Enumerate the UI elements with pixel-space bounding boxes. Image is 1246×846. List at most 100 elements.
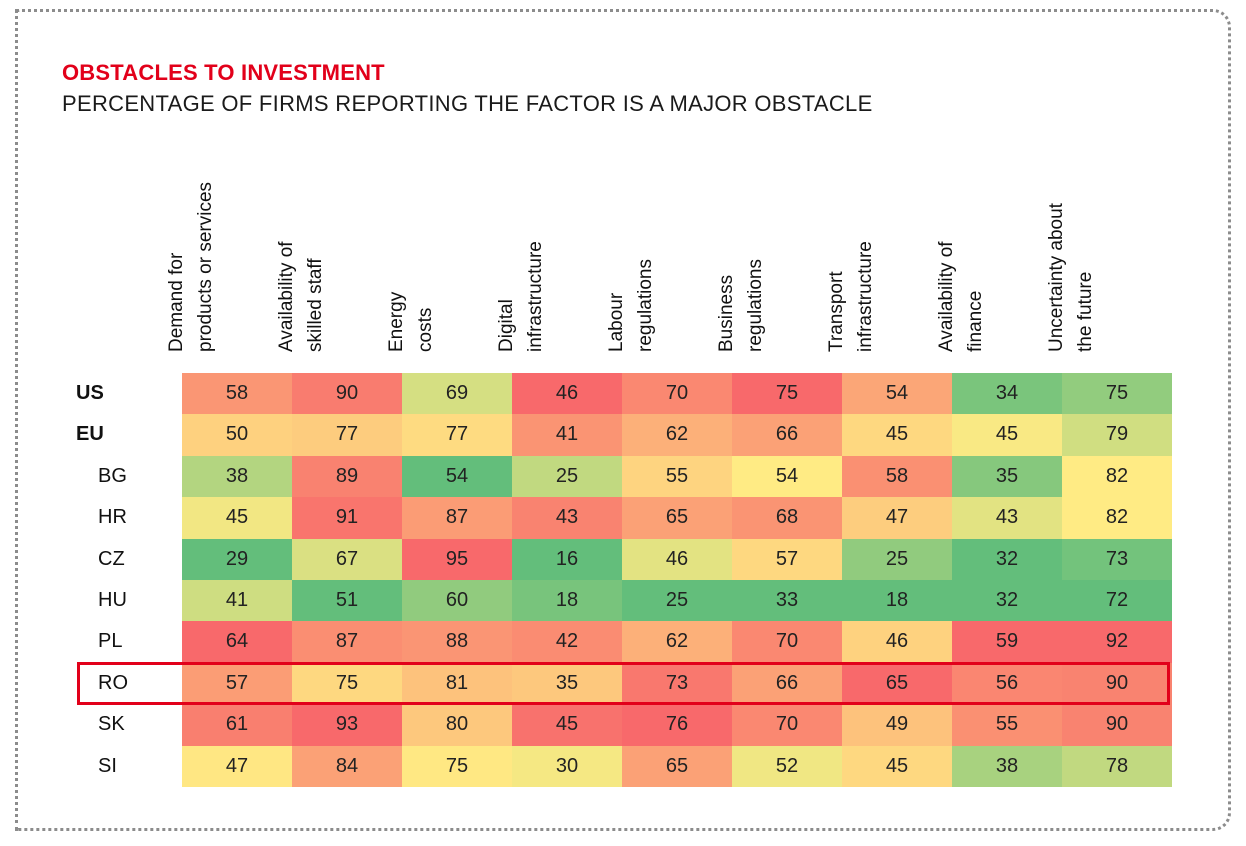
heatmap-cell: 77 — [402, 414, 512, 456]
heatmap-cell: 16 — [512, 539, 622, 580]
heatmap-cell: 52 — [732, 746, 842, 787]
column-header-line: infrastructure — [855, 241, 876, 352]
heatmap-cell: 93 — [292, 704, 402, 746]
heatmap-cell: 58 — [182, 373, 292, 414]
heatmap-cell: 70 — [732, 704, 842, 746]
heatmap-cell: 77 — [292, 414, 402, 456]
chart-subtitle: PERCENTAGE OF FIRMS REPORTING THE FACTOR… — [62, 91, 873, 116]
heatmap-cell: 45 — [182, 497, 292, 539]
heatmap-cell: 35 — [512, 663, 622, 704]
column-header-line: Transport — [826, 271, 847, 352]
column-header-text: Energy costs — [382, 292, 440, 352]
heatmap-cell: 55 — [952, 704, 1062, 746]
column-header-line: Digital — [496, 299, 517, 352]
heatmap-cell: 45 — [952, 414, 1062, 456]
column-header-line: costs — [415, 307, 436, 352]
heatmap-cell: 76 — [622, 704, 732, 746]
heatmap-cell: 70 — [732, 621, 842, 663]
heatmap-cell: 41 — [182, 580, 292, 621]
column-header-text: Availability of skilled staff — [272, 241, 330, 352]
column-header-line: Demand for — [166, 252, 187, 352]
heatmap-cell: 64 — [182, 621, 292, 663]
heatmap-cell: 88 — [402, 621, 512, 663]
heatmap-cell: 57 — [732, 539, 842, 580]
heatmap-cell: 18 — [842, 580, 952, 621]
heatmap-cell: 66 — [732, 414, 842, 456]
chart-title: OBSTACLES TO INVESTMENT — [62, 60, 385, 85]
heatmap-cell: 81 — [402, 663, 512, 704]
column-header-line: finance — [965, 290, 986, 352]
heatmap-cell: 54 — [402, 456, 512, 497]
column-header-line: regulations — [745, 259, 766, 352]
heatmap-cell: 84 — [292, 746, 402, 787]
heatmap-cell: 90 — [292, 373, 402, 414]
heatmap-cell: 75 — [292, 663, 402, 704]
heatmap-cell: 43 — [512, 497, 622, 539]
heatmap-cell: 87 — [402, 497, 512, 539]
heatmap-cell: 47 — [182, 746, 292, 787]
heatmap-cell: 32 — [952, 580, 1062, 621]
heatmap-cell: 73 — [1062, 539, 1172, 580]
heatmap-cell: 32 — [952, 539, 1062, 580]
heatmap-cell: 38 — [182, 456, 292, 497]
heatmap-cell: 54 — [732, 456, 842, 497]
heatmap-cell: 25 — [842, 539, 952, 580]
column-header-text: Digital infrastructure — [492, 241, 550, 352]
heatmap-cell: 41 — [512, 414, 622, 456]
heatmap-cell: 90 — [1062, 663, 1172, 704]
heatmap-cell: 82 — [1062, 456, 1172, 497]
row-label: SK — [98, 713, 125, 735]
heatmap-cell: 90 — [1062, 704, 1172, 746]
heatmap-cell: 56 — [952, 663, 1062, 704]
heatmap-cell: 69 — [402, 373, 512, 414]
heatmap-cell: 82 — [1062, 497, 1172, 539]
heatmap-cell: 33 — [732, 580, 842, 621]
column-header-line: Labour — [606, 292, 627, 352]
heatmap-cell: 62 — [622, 414, 732, 456]
heatmap-cell: 18 — [512, 580, 622, 621]
heatmap-cell: 65 — [622, 497, 732, 539]
heatmap-cell: 87 — [292, 621, 402, 663]
heatmap-cell: 75 — [732, 373, 842, 414]
heatmap-cell: 42 — [512, 621, 622, 663]
heatmap-cell: 45 — [512, 704, 622, 746]
heatmap-cell: 49 — [842, 704, 952, 746]
row-label: HU — [98, 589, 127, 611]
heatmap-cell: 46 — [842, 621, 952, 663]
column-header-text: Uncertainty about the future — [1042, 203, 1100, 352]
heatmap-cell: 55 — [622, 456, 732, 497]
row-label: EU — [76, 423, 104, 445]
heatmap-cell: 95 — [402, 539, 512, 580]
heatmap-cell: 45 — [842, 414, 952, 456]
column-header-text: Business regulations — [712, 259, 770, 352]
chart-frame — [15, 9, 1231, 831]
column-header-text: Availability of finance — [932, 241, 990, 352]
heatmap-cell: 38 — [952, 746, 1062, 787]
heatmap-cell: 79 — [1062, 414, 1172, 456]
heatmap-cell: 47 — [842, 497, 952, 539]
heatmap-cell: 61 — [182, 704, 292, 746]
heatmap-cell: 60 — [402, 580, 512, 621]
heatmap-cell: 65 — [622, 746, 732, 787]
column-header-line: Uncertainty about — [1046, 203, 1067, 352]
heatmap-cell: 30 — [512, 746, 622, 787]
heatmap-cell: 35 — [952, 456, 1062, 497]
heatmap-cell: 54 — [842, 373, 952, 414]
row-label: BG — [98, 465, 127, 487]
row-label: US — [76, 382, 104, 404]
heatmap-cell: 65 — [842, 663, 952, 704]
heatmap-cell: 80 — [402, 704, 512, 746]
heatmap-cell: 51 — [292, 580, 402, 621]
column-header-line: skilled staff — [305, 258, 326, 352]
heatmap-cell: 70 — [622, 373, 732, 414]
column-header-line: products or services — [195, 181, 216, 352]
row-label: CZ — [98, 548, 125, 570]
heatmap-cell: 34 — [952, 373, 1062, 414]
heatmap-cell: 89 — [292, 456, 402, 497]
column-header-text: Transport infrastructure — [822, 241, 880, 352]
heatmap-cell: 46 — [622, 539, 732, 580]
heatmap-cell: 75 — [402, 746, 512, 787]
heatmap-cell: 67 — [292, 539, 402, 580]
row-label: PL — [98, 630, 123, 652]
heatmap-cell: 50 — [182, 414, 292, 456]
